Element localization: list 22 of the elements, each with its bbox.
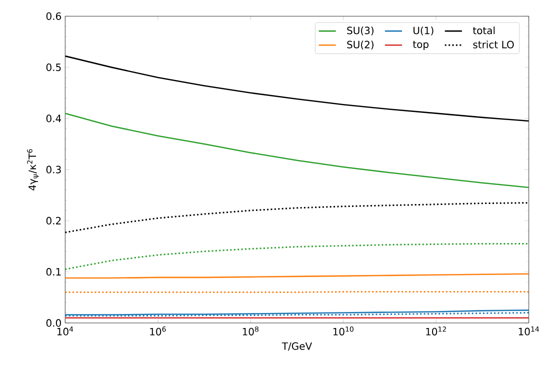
y-tick-label: 0.4 <box>46 114 62 122</box>
x-tick-label: 10$^{8}$ <box>242 326 258 336</box>
y-tick-label: 0.3 <box>46 166 61 174</box>
x-tick-label: 10$^{10}$ <box>333 326 354 336</box>
legend-label: U(1) <box>414 26 434 36</box>
y-tick-label: 0.6 <box>46 12 62 20</box>
legend-label: top <box>412 40 428 50</box>
x-tick-label: 10$^{4}$ <box>57 326 74 336</box>
legend-label: SU(3) <box>347 26 374 36</box>
legend-label: total <box>472 26 495 34</box>
y-axis-title: 4γ$_{ψ}$/κ$^{2}$T$^{6}$ <box>27 149 39 190</box>
line-series <box>65 112 529 188</box>
y-tick-label: 0.1 <box>46 268 61 276</box>
y-tick-label: 0.2 <box>46 216 61 224</box>
y-tick-label: 0.0 <box>46 319 61 327</box>
legend-label: SU(2) <box>347 40 374 50</box>
y-tick-label: 0.5 <box>46 63 61 72</box>
x-axis-title: T/GeV <box>282 342 312 351</box>
x-tick-label: 10$^{6}$ <box>150 326 166 336</box>
x-tick-label: 10$^{12}$ <box>426 326 446 336</box>
legend-label: strict LO <box>473 40 514 48</box>
x-tick-label: 10$^{14}$ <box>518 326 539 336</box>
